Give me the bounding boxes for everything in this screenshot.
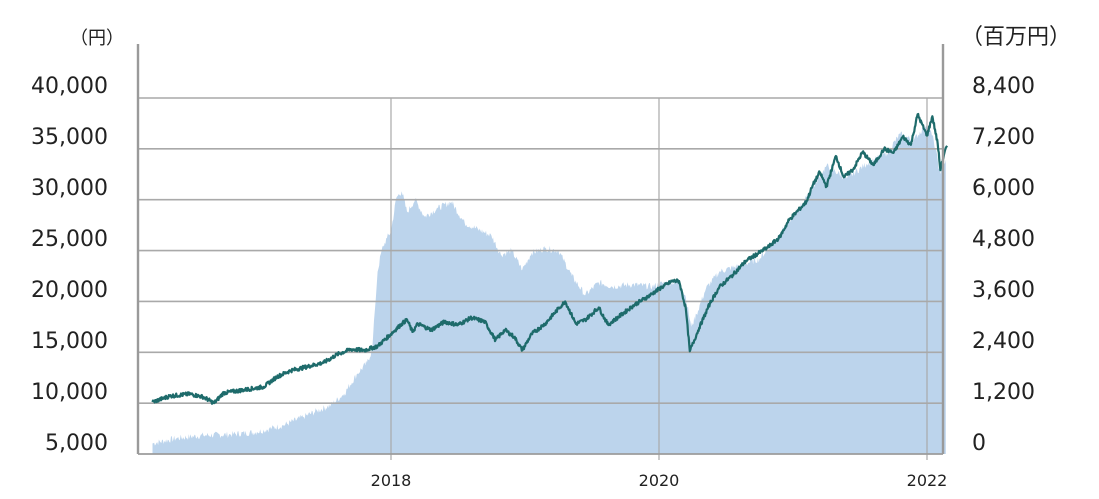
area-layer [152, 123, 946, 455]
grid-layer [138, 97, 943, 460]
right-tick-label: 6,000 [972, 176, 1035, 201]
right-tick-label: 7,200 [972, 125, 1035, 150]
x-tick-label: 2018 [371, 471, 412, 490]
left-axis-unit: （円） [70, 28, 124, 49]
x-tick-label: 2020 [639, 471, 680, 490]
left-tick-label: 35,000 [31, 125, 108, 150]
axis-layer [136, 44, 945, 455]
price-line [151, 112, 949, 405]
right-tick-label: 3,600 [972, 278, 1035, 303]
right-tick-label: 1,200 [972, 380, 1035, 405]
right-tick-label: 8,400 [972, 74, 1035, 99]
right-tick-label: 2,400 [972, 329, 1035, 354]
left-tick-label: 30,000 [31, 176, 108, 201]
right-tick-label: 0 [972, 431, 986, 456]
x-tick-label: 2022 [907, 471, 948, 490]
line-layer [151, 112, 949, 405]
left-tick-label: 15,000 [31, 329, 108, 354]
left-tick-label: 25,000 [31, 227, 108, 252]
left-tick-label: 20,000 [31, 278, 108, 303]
right-axis-unit: （百万円） [961, 25, 1071, 50]
right-tick-label: 4,800 [972, 227, 1035, 252]
left-tick-label: 5,000 [45, 431, 108, 456]
assets-area [152, 123, 946, 455]
left-tick-label: 40,000 [31, 74, 108, 99]
left-tick-label: 10,000 [31, 380, 108, 405]
